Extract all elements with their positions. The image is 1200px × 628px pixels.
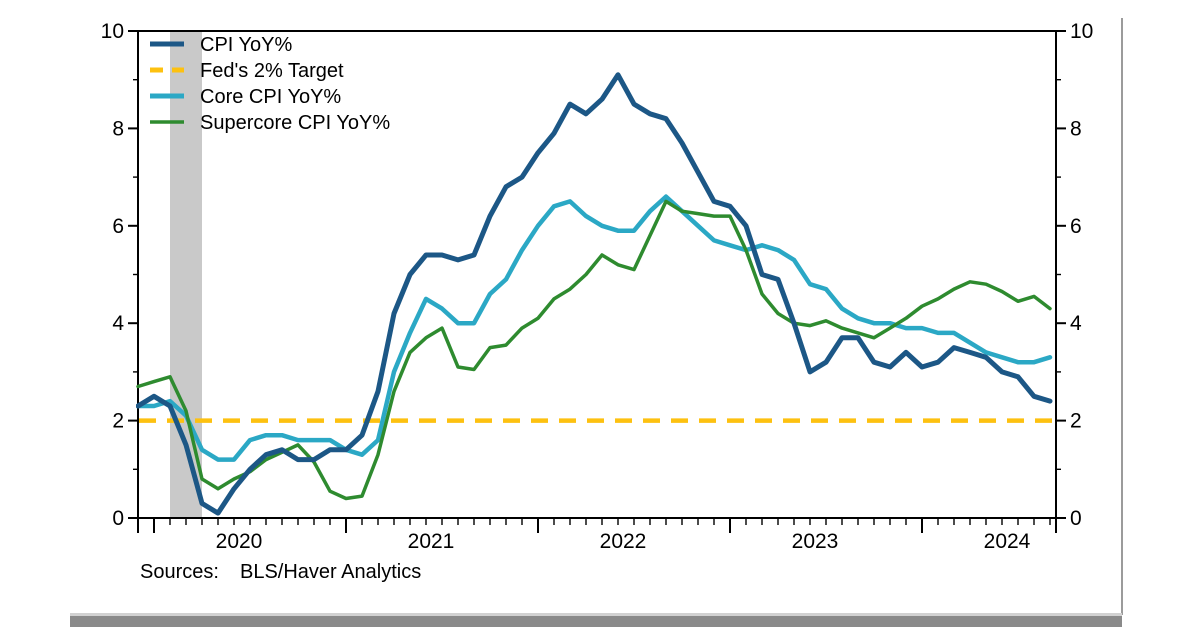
y-tick-label-left: 8 [112,117,124,140]
x-year-label: 2021 [408,530,455,553]
horizontal-scrollbar[interactable] [70,613,1122,627]
y-tick-label-right: 8 [1070,117,1082,140]
y-tick-label-right: 10 [1070,20,1093,43]
y-tick-label-right: 2 [1070,410,1082,433]
y-tick-label-left: 10 [101,20,124,43]
y-tick-label-left: 4 [112,312,124,335]
x-year-label: 2022 [600,530,647,553]
x-year-label: 2023 [792,530,839,553]
x-year-label: 2020 [216,530,263,553]
y-tick-label-right: 6 [1070,215,1082,238]
legend-label: Fed's 2% Target [200,60,344,82]
y-tick-label-left: 6 [112,215,124,238]
series-line-core-cpi-yoy [136,194,1053,462]
sources-caption: Sources: BLS/Haver Analytics [140,561,421,583]
page-right-border [1121,18,1123,615]
y-tick-label-left: 0 [112,507,124,530]
series-line-cpi-yoy [136,72,1053,516]
y-tick-label-left: 2 [112,410,124,433]
legend-label: Supercore CPI YoY% [200,112,390,134]
legend-label: Core CPI YoY% [200,86,341,108]
y-tick-label-right: 0 [1070,507,1082,530]
x-year-label: 2024 [984,530,1031,553]
series-line-supercore-cpi-yoy [136,199,1052,501]
legend-label: CPI YoY% [200,34,293,56]
y-tick-label-right: 4 [1070,312,1082,335]
